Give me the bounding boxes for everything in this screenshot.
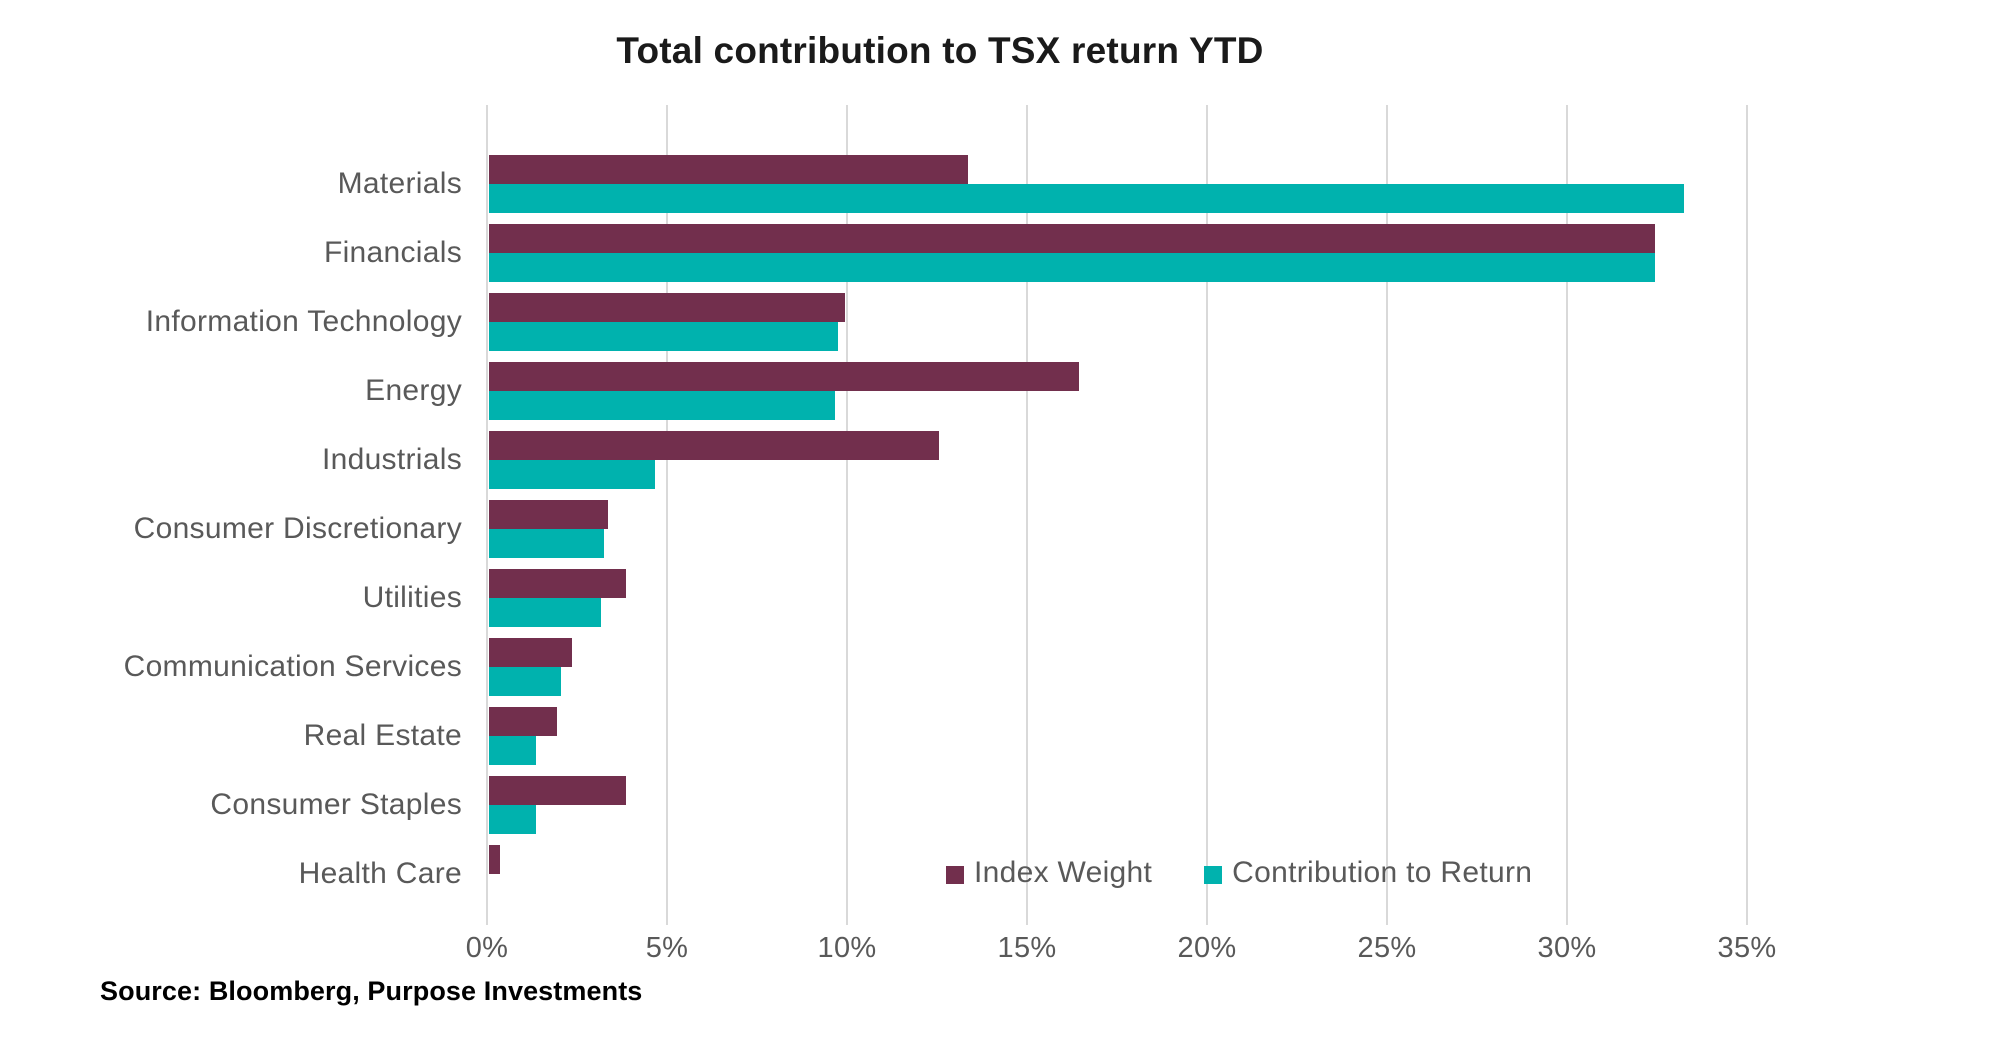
legend-label-index-weight: Index Weight [974, 856, 1153, 889]
category-label: Energy [365, 374, 462, 407]
x-axis: 0% 5% 10% 15% 20% 25% 30% 35% [0, 932, 2000, 972]
source-note: Source: Bloomberg, Purpose Investments [100, 976, 643, 1006]
gridline [486, 105, 488, 925]
plot-area [486, 105, 1792, 925]
bar-index-weight [489, 776, 626, 805]
category-label: Information Technology [145, 305, 462, 338]
category-label: Health Care [298, 857, 462, 890]
category-label: Consumer Staples [210, 788, 462, 821]
bar-index-weight [489, 293, 846, 322]
bar-index-weight [489, 500, 608, 529]
bar-index-weight [489, 155, 968, 184]
category-label: Communication Services [123, 650, 462, 683]
category-label: Real Estate [303, 719, 462, 752]
index-weight-swatch-icon [946, 865, 964, 884]
category-label: Financials [323, 236, 462, 269]
category-label: Utilities [362, 581, 462, 614]
legend: Index Weight Contribution to Return [946, 856, 1532, 890]
x-tick-label: 15% [997, 932, 1057, 964]
contribution-to-return-swatch-icon [1204, 865, 1223, 884]
bar-contribution-to-return [489, 805, 536, 834]
bar-contribution-to-return [489, 391, 835, 420]
bar-index-weight [489, 362, 1080, 391]
bar-index-weight [489, 638, 572, 667]
gridline [1386, 105, 1388, 925]
category-label: Consumer Discretionary [133, 512, 462, 545]
bar-contribution-to-return [489, 529, 605, 558]
chart-title: Total contribution to TSX return YTD [616, 30, 1264, 71]
gridline [1206, 105, 1208, 925]
x-tick-label: 0% [465, 932, 509, 964]
category-label: Industrials [321, 443, 462, 476]
gridline [846, 105, 848, 925]
bar-index-weight [489, 707, 558, 736]
bar-contribution-to-return [489, 184, 1685, 213]
category-axis: Materials Financials Information Technolog… [0, 105, 462, 925]
bar-index-weight [489, 224, 1656, 253]
x-tick-label: 30% [1537, 932, 1597, 964]
x-tick-label: 5% [645, 932, 689, 964]
gridline [1026, 105, 1028, 925]
bar-contribution-to-return [489, 322, 839, 351]
gridline [1566, 105, 1568, 925]
category-label: Materials [337, 167, 462, 200]
x-tick-label: 20% [1177, 932, 1237, 964]
bar-index-weight [489, 431, 939, 460]
bar-index-weight [489, 569, 626, 598]
legend-label-contribution-to-return: Contribution to Return [1232, 856, 1533, 889]
gridline [1746, 105, 1748, 925]
bar-index-weight [489, 845, 500, 874]
legend-item-index-weight: Index Weight [946, 856, 1152, 890]
x-tick-label: 25% [1357, 932, 1417, 964]
gridline [666, 105, 668, 925]
bar-contribution-to-return [489, 598, 601, 627]
bar-contribution-to-return [489, 736, 536, 765]
bar-contribution-to-return [489, 253, 1656, 282]
x-tick-label: 35% [1717, 932, 1777, 964]
bar-contribution-to-return [489, 460, 655, 489]
x-tick-label: 10% [817, 932, 877, 964]
legend-item-contribution-to-return: Contribution to Return [1204, 856, 1532, 890]
bar-contribution-to-return [489, 667, 561, 696]
